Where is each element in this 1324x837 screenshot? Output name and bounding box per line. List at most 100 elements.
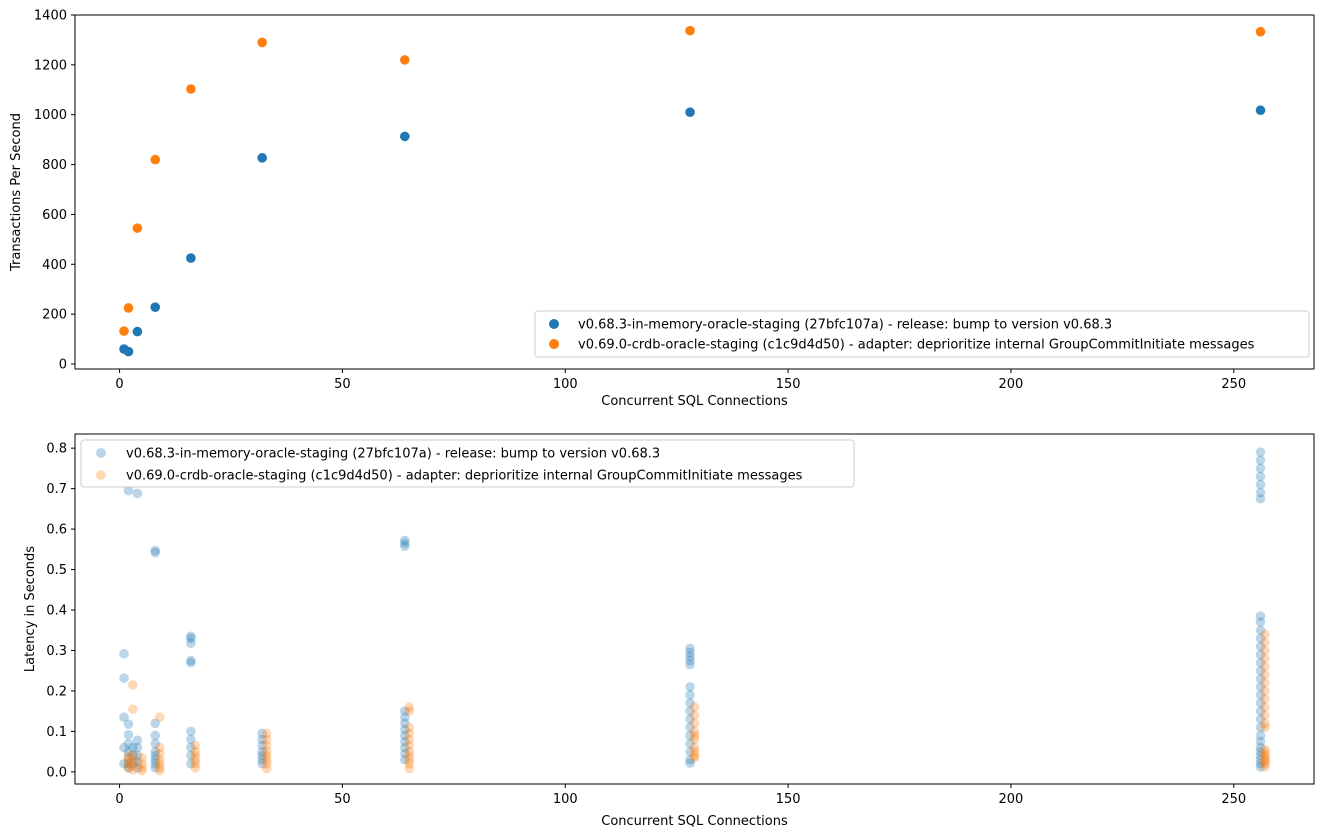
latency-point-series-a xyxy=(186,633,196,644)
throughput-point-series-a xyxy=(257,153,267,163)
latency-y-tick-label: 0.7 xyxy=(46,482,67,497)
latency-point-series-a xyxy=(186,638,196,648)
latency-point-series-a xyxy=(1255,633,1266,644)
latency-point-series-a xyxy=(400,712,410,723)
latency-point-series-a xyxy=(123,746,134,757)
latency-point-series-a xyxy=(1255,714,1266,725)
latency-point-series-a xyxy=(685,651,695,662)
latency-point-series-b xyxy=(190,758,201,769)
latency-point-series-a xyxy=(119,712,129,723)
latency-point-series-a xyxy=(186,742,196,753)
latency-point-series-a xyxy=(400,742,410,753)
throughput-point-series-b xyxy=(400,55,410,65)
throughput-y-tick-label: 800 xyxy=(42,158,67,173)
throughput-x-tick-label: 250 xyxy=(1221,377,1246,392)
latency-point-series-a xyxy=(1255,617,1266,627)
latency-point-series-b xyxy=(1260,752,1270,763)
latency-point-series-b xyxy=(123,763,134,773)
latency-point-series-a xyxy=(257,746,267,757)
latency-point-series-a xyxy=(400,724,410,735)
throughput-point-series-b xyxy=(257,37,267,48)
latency-point-series-b xyxy=(128,750,138,761)
latency-legend-label-b: v0.69.0-crdb-oracle-staging (c1c9d4d50) … xyxy=(126,469,803,484)
latency-point-series-b xyxy=(128,765,138,775)
throughput-point-series-a xyxy=(1255,105,1266,116)
latency-point-series-b xyxy=(1260,669,1270,680)
latency-point-series-b xyxy=(689,734,700,745)
throughput-x-axis-label: Concurrent SQL Connections xyxy=(601,394,788,409)
latency-y-tick-label: 0.1 xyxy=(46,725,67,740)
latency-point-series-a xyxy=(685,714,695,725)
latency-point-series-a xyxy=(1255,706,1266,716)
latency-x-tick-label: 0 xyxy=(115,792,123,807)
throughput-point-series-b xyxy=(685,25,695,36)
latency-point-series-b xyxy=(689,718,700,729)
latency-point-series-a xyxy=(257,754,267,765)
latency-x-tick-label: 50 xyxy=(334,792,351,807)
latency-point-series-b xyxy=(154,748,165,759)
throughput-x-tick-label: 100 xyxy=(553,377,578,392)
latency-point-series-b xyxy=(261,728,272,739)
latency-point-series-b xyxy=(128,680,138,690)
throughput-y-tick-label: 0 xyxy=(59,358,67,373)
latency-point-series-b xyxy=(1260,661,1270,672)
latency-point-series-a xyxy=(186,726,196,737)
latency-point-series-b xyxy=(689,750,700,761)
latency-point-series-a xyxy=(150,718,161,729)
latency-point-series-b xyxy=(190,746,201,757)
latency-point-series-a xyxy=(400,748,410,759)
latency-points xyxy=(119,447,1270,776)
latency-point-series-a xyxy=(685,655,695,666)
latency-point-series-b xyxy=(154,763,165,773)
throughput-legend-box xyxy=(534,310,1310,358)
latency-point-series-a xyxy=(123,752,134,763)
latency-point-series-b xyxy=(404,754,415,765)
latency-point-series-b xyxy=(689,752,700,763)
latency-point-series-b xyxy=(1260,758,1270,769)
throughput-chart: 0 50 100 150 200 250 0 200 400 600 800 1000 1200 1400… xyxy=(9,9,1315,409)
latency-point-series-b xyxy=(1260,747,1270,758)
latency-point-series-a xyxy=(1255,682,1266,692)
throughput-legend-marker-b xyxy=(549,339,559,349)
latency-point-series-a xyxy=(1255,673,1266,684)
latency-x-tick-label: 200 xyxy=(999,792,1024,807)
latency-y-tick-label: 0.8 xyxy=(46,442,67,457)
latency-point-series-b xyxy=(154,758,165,769)
latency-point-series-a xyxy=(400,535,410,546)
latency-point-series-a xyxy=(1255,657,1266,668)
latency-point-series-b xyxy=(404,763,415,774)
latency-point-series-b xyxy=(689,702,700,712)
latency-point-series-b xyxy=(190,754,201,765)
latency-point-series-a xyxy=(685,706,695,716)
latency-point-series-b xyxy=(154,712,165,723)
throughput-legend-label-b: v0.69.0-crdb-oracle-staging (c1c9d4d50) … xyxy=(578,338,1255,353)
latency-point-series-a xyxy=(257,750,267,761)
latency-point-series-b xyxy=(404,722,415,733)
latency-point-series-a xyxy=(1255,479,1266,490)
latency-point-series-b xyxy=(404,746,415,757)
latency-point-series-b xyxy=(1260,756,1270,767)
latency-point-series-a xyxy=(685,659,695,670)
latency-point-series-a xyxy=(1255,611,1266,621)
latency-point-series-b xyxy=(137,763,147,773)
latency-point-series-a xyxy=(400,730,410,741)
latency-point-series-a xyxy=(685,738,695,749)
latency-point-series-a xyxy=(400,718,410,729)
latency-point-series-a xyxy=(128,742,138,753)
latency-point-series-a xyxy=(1255,722,1266,733)
latency-point-series-a xyxy=(400,538,410,549)
throughput-point-series-b xyxy=(123,303,134,313)
latency-y-tick-label: 0.2 xyxy=(46,684,67,699)
latency-point-series-b xyxy=(689,710,700,721)
throughput-point-series-a xyxy=(400,131,410,142)
latency-point-series-a xyxy=(132,735,143,746)
latency-point-series-a xyxy=(1255,493,1266,504)
latency-point-series-b xyxy=(1260,653,1270,664)
latency-y-tick-label: 0.5 xyxy=(46,563,67,578)
latency-y-tick-label: 0.4 xyxy=(46,604,67,619)
latency-point-series-a xyxy=(1255,625,1266,636)
latency-point-series-a xyxy=(132,488,143,499)
latency-point-series-b xyxy=(154,742,165,753)
latency-point-series-a xyxy=(257,734,267,745)
